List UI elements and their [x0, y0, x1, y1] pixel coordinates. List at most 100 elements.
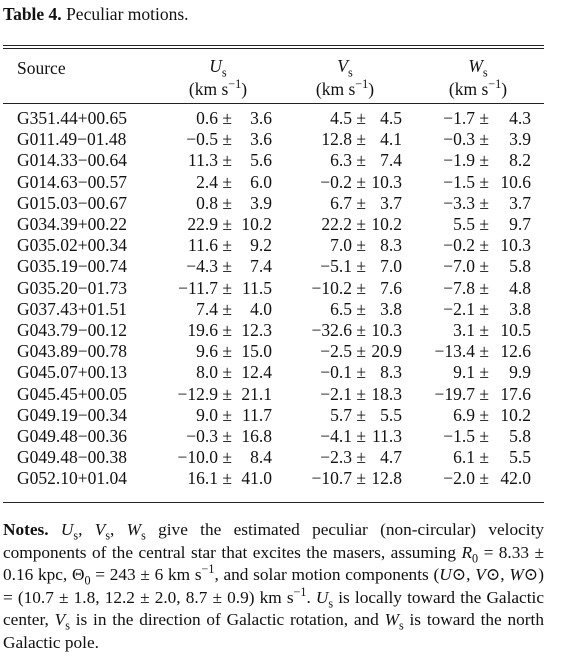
- source-name: G011.49−01.48: [17, 129, 127, 150]
- column-header: Us: [158, 56, 278, 79]
- velocity-error: 9.2: [250, 235, 272, 256]
- unit-text: ): [368, 79, 375, 99]
- note-text: R: [461, 542, 473, 562]
- note-text: V: [475, 565, 486, 585]
- velocity-value: 2.4 ±: [196, 171, 232, 192]
- velocity-value: −0.2 ±: [320, 171, 366, 192]
- note-text: 0: [472, 551, 479, 566]
- note-text: ,: [110, 520, 127, 539]
- unit-exponent: −1: [355, 77, 369, 92]
- velocity-error: 11.3: [372, 426, 402, 446]
- column-unit: (km s−1): [285, 77, 405, 99]
- velocity-error: 3.6: [250, 129, 272, 150]
- note-text: −1: [293, 585, 307, 600]
- velocity-value: 3.1 ±: [453, 320, 489, 340]
- source-name: G049.48−00.38: [17, 447, 128, 468]
- note-text: Notes.: [3, 520, 49, 539]
- unit-exponent: −1: [488, 77, 502, 92]
- unit-text: (km s: [448, 79, 489, 99]
- column-subscript: s: [221, 65, 227, 80]
- source-name: G015.03−00.67: [17, 192, 128, 213]
- velocity-value: −13.4 ±: [434, 341, 489, 362]
- velocity-value: 22.9 ±: [187, 214, 232, 234]
- velocity-value: 22.2 ±: [321, 214, 366, 234]
- velocity-value: −1.7 ±: [443, 108, 489, 128]
- note-text: W: [126, 520, 142, 539]
- velocity-error: 3.8: [380, 298, 402, 319]
- velocity-error: 11.5: [242, 277, 272, 298]
- velocity-error: 4.8: [509, 277, 531, 298]
- note-text: 0: [84, 573, 91, 588]
- unit-text: ): [501, 79, 508, 99]
- column-subscript: s: [482, 65, 488, 80]
- notes: Notes. Us, Vs, Ws give the estimated pec…: [3, 519, 544, 655]
- velocity-value: −3.3 ±: [443, 192, 489, 213]
- velocity-error: 4.0: [250, 298, 272, 319]
- velocity-error: 9.9: [509, 362, 531, 383]
- velocity-error: 3.6: [250, 108, 272, 128]
- note-text: .: [306, 587, 316, 607]
- velocity-error: 5.5: [380, 404, 402, 425]
- velocity-value: 6.1 ±: [453, 447, 489, 468]
- column-unit: (km s−1): [418, 77, 538, 99]
- column-unit: (km s−1): [158, 78, 278, 99]
- note-text: W: [509, 565, 524, 585]
- note-text: U: [60, 520, 74, 539]
- velocity-error: 5.6: [250, 150, 272, 171]
- unit-text: ): [241, 79, 248, 99]
- note-text: U: [439, 565, 452, 585]
- velocity-value: −2.1 ±: [320, 383, 366, 404]
- velocity-error: 3.8: [509, 298, 531, 319]
- source-name: G043.89−00.78: [17, 341, 128, 362]
- note-text: = 243 ± 6 km s: [90, 565, 202, 585]
- column-header: Vs: [285, 56, 405, 79]
- velocity-error: 3.7: [509, 192, 531, 213]
- velocity-error: 12.6: [500, 341, 531, 362]
- velocity-error: 4.5: [380, 108, 402, 128]
- velocity-error: 9.7: [509, 214, 531, 234]
- velocity-error: 41.0: [241, 468, 272, 489]
- velocity-value: −1.5 ±: [443, 426, 489, 446]
- note-text: = 8.33 ± 0.16 kpc, Θ: [3, 542, 545, 585]
- velocity-error: 3.7: [380, 192, 402, 213]
- velocity-error: 5.8: [509, 426, 531, 446]
- note-text: is in the direction of Galactic rotation…: [69, 610, 385, 630]
- source-name: G045.07+00.13: [17, 362, 128, 383]
- source-name: G045.45+00.05: [17, 383, 128, 404]
- note-text: V: [94, 520, 106, 539]
- velocity-error: 10.2: [371, 214, 402, 234]
- note-text: ⊙,: [485, 565, 510, 585]
- velocity-error: 18.3: [371, 383, 402, 404]
- velocity-error: 15.0: [241, 341, 272, 362]
- note-text: U: [315, 587, 329, 607]
- source-name: G043.79−00.12: [17, 320, 128, 340]
- velocity-value: −32.6 ±: [311, 320, 366, 340]
- unit-text: (km s: [188, 79, 229, 99]
- source-name: G034.39+00.22: [17, 214, 128, 234]
- velocity-error: 21.1: [241, 383, 272, 404]
- velocity-error: 11.7: [242, 404, 272, 425]
- velocity-error: 20.9: [371, 341, 402, 362]
- velocity-value: 4.5 ±: [330, 108, 366, 128]
- source-name: G351.44+00.65: [17, 108, 128, 128]
- velocity-error: 10.3: [371, 171, 402, 192]
- velocity-error: 7.6: [380, 277, 402, 298]
- note-text: −1: [201, 562, 215, 577]
- note-text: s: [328, 596, 334, 611]
- velocity-error: 4.1: [380, 129, 402, 150]
- velocity-value: −19.7 ±: [434, 383, 489, 404]
- velocity-error: 7.0: [380, 256, 402, 277]
- table-label: Table 4.: [3, 4, 62, 24]
- bottom-rule: [3, 502, 544, 503]
- velocity-error: 5.5: [509, 447, 531, 468]
- velocity-error: 16.8: [241, 426, 272, 446]
- table-title: Peculiar motions.: [66, 4, 189, 24]
- velocity-value: 11.6 ±: [188, 235, 232, 256]
- velocity-error: 10.3: [371, 320, 402, 340]
- velocity-value: 6.5 ±: [330, 298, 366, 319]
- column-symbol: V: [337, 56, 348, 76]
- velocity-value: 8.0 ±: [196, 362, 232, 383]
- velocity-value: 6.9 ±: [453, 404, 489, 425]
- velocity-error: 8.3: [380, 235, 402, 256]
- velocity-error: 10.3: [500, 235, 531, 256]
